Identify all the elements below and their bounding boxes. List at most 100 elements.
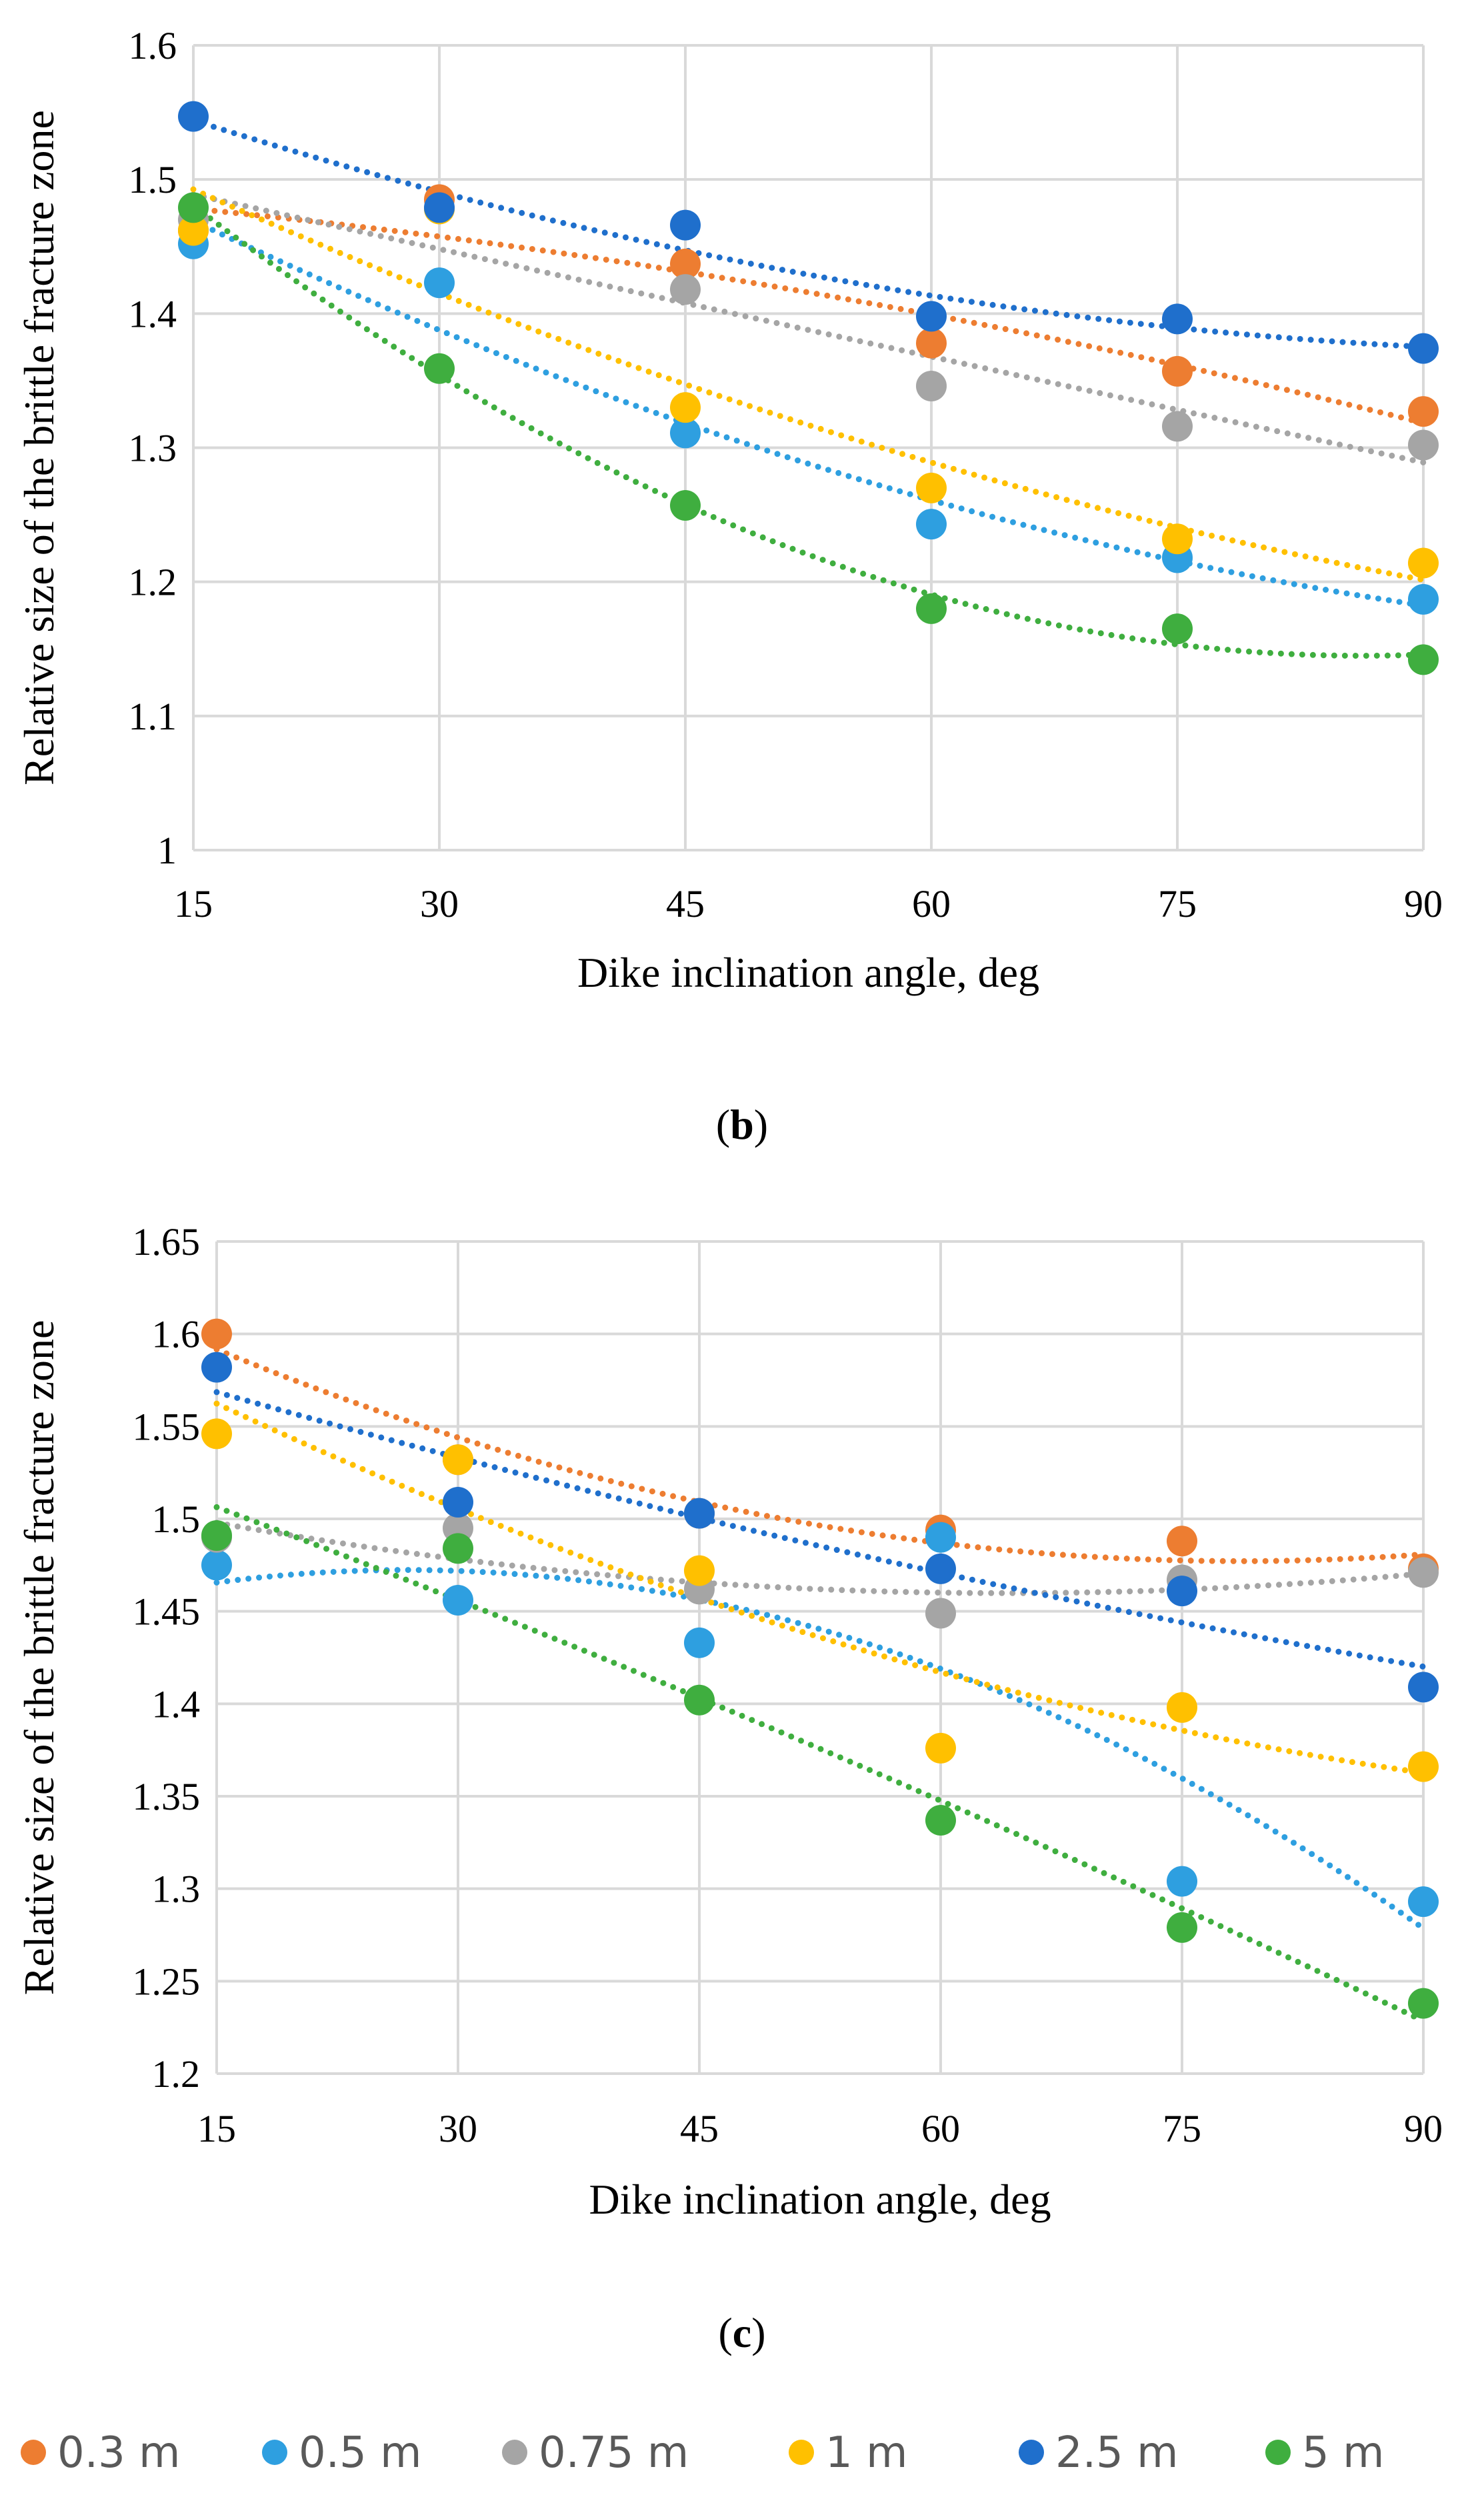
- data-point: [1162, 613, 1193, 645]
- trendline: [190, 186, 1427, 583]
- trendline: [190, 217, 1427, 609]
- data-point: [1408, 644, 1439, 675]
- data-point: [684, 1627, 715, 1658]
- y-tick-label: 1.35: [133, 1775, 201, 1818]
- y-tick-label: 1.2: [152, 2052, 201, 2096]
- data-point: [1408, 583, 1439, 615]
- panel-caption: (b): [716, 1101, 768, 1148]
- y-tick-label: 1.4: [129, 292, 177, 335]
- x-tick-label: 90: [1404, 882, 1443, 925]
- legend-label: 5 m: [1302, 2428, 1384, 2478]
- data-point: [916, 509, 947, 540]
- data-point: [1167, 1692, 1197, 1723]
- data-point: [916, 327, 947, 359]
- y-tick-label: 1.3: [129, 427, 177, 470]
- data-point: [670, 274, 701, 305]
- data-point: [925, 1732, 956, 1764]
- legend-marker: [1019, 2440, 1044, 2465]
- legend-marker: [1265, 2440, 1291, 2465]
- data-point: [684, 1684, 715, 1716]
- data-point: [684, 1498, 715, 1529]
- caption-open: (: [716, 1101, 730, 1148]
- y-tick-label: 1.6: [129, 24, 177, 67]
- data-point: [1162, 523, 1193, 555]
- x-tick-label: 90: [1404, 2107, 1443, 2150]
- x-tick-label: 15: [197, 2107, 236, 2150]
- y-tick-label: 1.1: [129, 695, 177, 738]
- data-point: [1408, 547, 1439, 579]
- legend-marker: [789, 2440, 814, 2465]
- data-point: [925, 1553, 956, 1584]
- legend-marker: [262, 2440, 287, 2465]
- data-point: [1162, 411, 1193, 442]
- data-point: [670, 490, 701, 521]
- y-tick-label: 1.2: [129, 561, 177, 604]
- y-tick-label: 1.65: [133, 1220, 201, 1264]
- trendline: [213, 1389, 1427, 1670]
- legend-label: 0.5 m: [299, 2428, 421, 2478]
- data-point: [1408, 1751, 1439, 1782]
- caption-letter: b: [730, 1101, 754, 1148]
- legend-label: 0.75 m: [539, 2428, 689, 2478]
- data-point: [201, 1550, 232, 1581]
- y-tick-label: 1.3: [152, 1868, 201, 1911]
- x-tick-label: 45: [680, 2107, 719, 2150]
- data-point: [1408, 1988, 1439, 2019]
- trendline: [190, 205, 1427, 426]
- y-axis-title: Relative size of the brittle fracture zo…: [15, 110, 63, 785]
- data-point: [916, 301, 947, 332]
- caption-open: (: [718, 2309, 732, 2356]
- legend-marker: [502, 2440, 527, 2465]
- data-point: [1167, 1866, 1197, 1897]
- trendline: [190, 202, 1427, 659]
- data-point: [201, 1520, 232, 1551]
- trendline: [213, 1346, 1427, 1564]
- x-axis-title: Dike inclination angle, deg: [577, 949, 1039, 996]
- legend-marker: [21, 2440, 46, 2465]
- x-tick-label: 45: [666, 882, 705, 925]
- x-tick-label: 30: [439, 2107, 477, 2150]
- y-axis-title: Relative size of the brittle fracture zo…: [15, 1320, 63, 1996]
- data-point: [443, 1487, 473, 1518]
- data-point: [424, 353, 455, 384]
- data-point: [424, 192, 455, 223]
- data-point: [670, 248, 701, 279]
- x-tick-label: 60: [912, 882, 951, 925]
- data-point: [670, 392, 701, 423]
- data-point: [178, 215, 209, 246]
- legend-label: 0.3 m: [57, 2428, 180, 2478]
- x-tick-label: 75: [1163, 2107, 1201, 2150]
- panel-caption: (c): [718, 2309, 765, 2356]
- data-point: [201, 1352, 232, 1383]
- data-point: [916, 370, 947, 401]
- data-point: [925, 1805, 956, 1836]
- y-tick-label: 1.45: [133, 1590, 201, 1634]
- x-tick-label: 60: [921, 2107, 960, 2150]
- y-tick-label: 1.55: [133, 1405, 201, 1448]
- caption-close: ): [751, 2309, 765, 2356]
- caption-close: ): [754, 1101, 768, 1148]
- data-point: [1162, 303, 1193, 335]
- trendline: [190, 117, 1427, 350]
- data-point: [1408, 1672, 1439, 1703]
- data-point: [916, 593, 947, 624]
- legend-label: 1 m: [825, 2428, 907, 2478]
- legend-label: 2.5 m: [1055, 2428, 1178, 2478]
- data-point: [1167, 1912, 1197, 1943]
- data-point: [1408, 1557, 1439, 1588]
- trendline: [213, 1567, 1427, 1932]
- data-point: [201, 1418, 232, 1450]
- data-point: [424, 267, 455, 299]
- data-point: [684, 1555, 715, 1586]
- data-point: [1408, 333, 1439, 364]
- x-tick-label: 75: [1158, 882, 1197, 925]
- data-point: [443, 1444, 473, 1476]
- y-tick-label: 1.4: [152, 1682, 201, 1726]
- data-point: [1167, 1526, 1197, 1557]
- data-point: [443, 1585, 473, 1616]
- y-tick-label: 1: [157, 829, 177, 872]
- caption-letter: c: [733, 2309, 751, 2356]
- data-point: [178, 101, 209, 132]
- y-tick-label: 1.5: [152, 1498, 201, 1541]
